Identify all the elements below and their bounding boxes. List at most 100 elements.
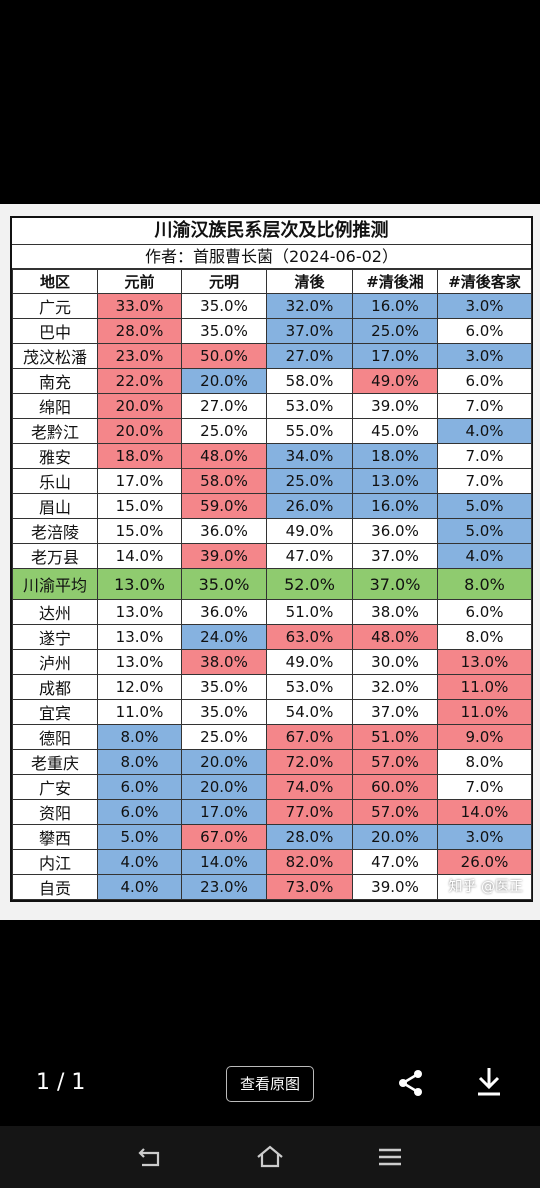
value-cell: 48.0% bbox=[352, 624, 438, 650]
image-viewer[interactable]: 川渝汉族民系层次及比例推测 作者：首服曹长菌（2024-06-02） 地区 元前… bbox=[0, 204, 540, 920]
value-cell: 74.0% bbox=[266, 774, 353, 800]
value-cell: 28.0% bbox=[97, 318, 182, 344]
menu-icon[interactable] bbox=[375, 1142, 405, 1172]
value-cell: 37.0% bbox=[352, 543, 438, 569]
value-cell: 15.0% bbox=[97, 518, 182, 544]
region-cell: 内江 bbox=[12, 849, 98, 875]
value-cell: 5.0% bbox=[437, 518, 532, 544]
table-row: 自贡 4.0% 23.0% 73.0% 39.0% bbox=[12, 874, 532, 900]
back-icon[interactable] bbox=[136, 1142, 166, 1172]
region-cell: 宜宾 bbox=[12, 699, 98, 725]
ratio-table-image: 川渝汉族民系层次及比例推测 作者：首服曹长菌（2024-06-02） 地区 元前… bbox=[10, 216, 533, 902]
value-cell: 27.0% bbox=[266, 343, 353, 369]
value-cell: 50.0% bbox=[181, 343, 267, 369]
value-cell: 3.0% bbox=[437, 293, 532, 319]
region-cell: 老涪陵 bbox=[12, 518, 98, 544]
value-cell: 13.0% bbox=[352, 468, 438, 494]
value-cell: 25.0% bbox=[352, 318, 438, 344]
region-cell: 成都 bbox=[12, 674, 98, 700]
value-cell: 11.0% bbox=[437, 674, 532, 700]
region-cell: 自贡 bbox=[12, 874, 98, 900]
table-row: 宜宾 11.0% 35.0% 54.0% 37.0% 11.0% bbox=[12, 699, 532, 725]
value-cell: 49.0% bbox=[266, 518, 353, 544]
value-cell: 11.0% bbox=[437, 699, 532, 725]
value-cell: 27.0% bbox=[181, 393, 267, 419]
value-cell: 6.0% bbox=[437, 599, 532, 625]
region-cell: 遂宁 bbox=[12, 624, 98, 650]
value-cell: 52.0% bbox=[266, 568, 353, 600]
table-row: 老万县 14.0% 39.0% 47.0% 37.0% 4.0% bbox=[12, 543, 532, 569]
home-icon[interactable] bbox=[255, 1142, 285, 1172]
table-row: 绵阳 20.0% 27.0% 53.0% 39.0% 7.0% bbox=[12, 393, 532, 419]
table-row: 老黔江 20.0% 25.0% 55.0% 45.0% 4.0% bbox=[12, 418, 532, 444]
table-row: 乐山 17.0% 58.0% 25.0% 13.0% 7.0% bbox=[12, 468, 532, 494]
value-cell: 5.0% bbox=[97, 824, 182, 850]
value-cell: 77.0% bbox=[266, 799, 353, 825]
value-cell: 18.0% bbox=[97, 443, 182, 469]
value-cell: 35.0% bbox=[181, 293, 267, 319]
value-cell: 14.0% bbox=[181, 849, 267, 875]
value-cell: 57.0% bbox=[352, 749, 438, 775]
value-cell: 25.0% bbox=[181, 724, 267, 750]
value-cell: 59.0% bbox=[181, 493, 267, 519]
table-row: 成都 12.0% 35.0% 53.0% 32.0% 11.0% bbox=[12, 674, 532, 700]
view-original-button[interactable]: 查看原图 bbox=[226, 1066, 314, 1102]
value-cell: 20.0% bbox=[181, 774, 267, 800]
ratio-table: 地区 元前 元明 清後 #清後湘 #清後客家 广元 33.0% 35.0% 32.0%… bbox=[12, 269, 532, 900]
value-cell: 49.0% bbox=[352, 368, 438, 394]
value-cell: 47.0% bbox=[266, 543, 353, 569]
col-header: 元明 bbox=[181, 269, 267, 294]
share-icon[interactable] bbox=[396, 1068, 426, 1098]
table-row-average: 川渝平均 13.0% 35.0% 52.0% 37.0% 8.0% bbox=[12, 568, 532, 600]
region-cell: 巴中 bbox=[12, 318, 98, 344]
value-cell: 28.0% bbox=[266, 824, 353, 850]
value-cell: 58.0% bbox=[181, 468, 267, 494]
value-cell: 11.0% bbox=[97, 699, 182, 725]
value-cell: 8.0% bbox=[97, 749, 182, 775]
value-cell: 25.0% bbox=[181, 418, 267, 444]
region-cell: 达州 bbox=[12, 599, 98, 625]
table-author: 作者：首服曹长菌（2024-06-02） bbox=[12, 245, 531, 269]
table-row: 遂宁 13.0% 24.0% 63.0% 48.0% 8.0% bbox=[12, 624, 532, 650]
region-cell: 老万县 bbox=[12, 543, 98, 569]
value-cell: 24.0% bbox=[181, 624, 267, 650]
value-cell: 3.0% bbox=[437, 824, 532, 850]
region-cell: 南充 bbox=[12, 368, 98, 394]
table-row: 泸州 13.0% 38.0% 49.0% 30.0% 13.0% bbox=[12, 649, 532, 675]
region-cell: 乐山 bbox=[12, 468, 98, 494]
value-cell: 17.0% bbox=[181, 799, 267, 825]
table-row: 老重庆 8.0% 20.0% 72.0% 57.0% 8.0% bbox=[12, 749, 532, 775]
value-cell: 7.0% bbox=[437, 443, 532, 469]
value-cell: 30.0% bbox=[352, 649, 438, 675]
value-cell: 16.0% bbox=[352, 293, 438, 319]
value-cell: 39.0% bbox=[352, 393, 438, 419]
region-cell: 眉山 bbox=[12, 493, 98, 519]
value-cell: 4.0% bbox=[437, 543, 532, 569]
value-cell: 6.0% bbox=[97, 799, 182, 825]
table-row: 巴中 28.0% 35.0% 37.0% 25.0% 6.0% bbox=[12, 318, 532, 344]
value-cell: 7.0% bbox=[437, 393, 532, 419]
region-cell: 老重庆 bbox=[12, 749, 98, 775]
value-cell: 63.0% bbox=[266, 624, 353, 650]
value-cell: 32.0% bbox=[266, 293, 353, 319]
value-cell: 9.0% bbox=[437, 724, 532, 750]
value-cell: 7.0% bbox=[437, 774, 532, 800]
region-cell: 广安 bbox=[12, 774, 98, 800]
value-cell: 33.0% bbox=[97, 293, 182, 319]
value-cell: 26.0% bbox=[266, 493, 353, 519]
value-cell: 8.0% bbox=[97, 724, 182, 750]
value-cell: 37.0% bbox=[352, 568, 438, 600]
region-cell: 老黔江 bbox=[12, 418, 98, 444]
value-cell: 36.0% bbox=[181, 599, 267, 625]
region-cell: 川渝平均 bbox=[12, 568, 98, 600]
region-cell: 茂汶松潘 bbox=[12, 343, 98, 369]
value-cell: 48.0% bbox=[181, 443, 267, 469]
value-cell: 37.0% bbox=[352, 699, 438, 725]
download-icon[interactable] bbox=[474, 1066, 504, 1098]
value-cell: 16.0% bbox=[352, 493, 438, 519]
table-row: 眉山 15.0% 59.0% 26.0% 16.0% 5.0% bbox=[12, 493, 532, 519]
col-header: 元前 bbox=[97, 269, 182, 294]
table-title: 川渝汉族民系层次及比例推测 bbox=[12, 218, 531, 245]
region-cell: 资阳 bbox=[12, 799, 98, 825]
col-header: 地区 bbox=[12, 269, 98, 294]
